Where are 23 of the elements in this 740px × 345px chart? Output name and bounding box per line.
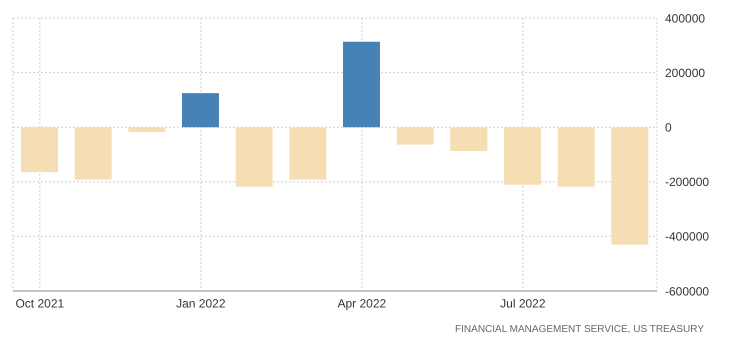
- x-tick-label: Oct 2021: [15, 296, 65, 311]
- bar: [611, 127, 648, 245]
- bar: [236, 127, 273, 187]
- bar: [558, 127, 595, 187]
- bar: [289, 127, 326, 180]
- x-tick-label: Jul 2022: [500, 296, 546, 311]
- bar: [128, 127, 166, 132]
- bar: [504, 127, 541, 185]
- y-tick-label: 400000: [665, 11, 706, 26]
- y-tick-label: 200000: [665, 66, 706, 80]
- y-tick-label: -400000: [665, 230, 710, 244]
- bar: [343, 42, 380, 128]
- bar: [450, 127, 488, 151]
- bar: [396, 127, 434, 145]
- y-tick-label: -200000: [665, 175, 710, 190]
- text: FINANCIAL MANAGEMENT SERVICE, US TREASURY: [455, 324, 704, 335]
- y-tick-label: -600000: [665, 284, 710, 298]
- bar: [182, 93, 219, 128]
- bar: [21, 127, 58, 172]
- x-tick-label: Apr 2022: [337, 296, 387, 311]
- y-tick-label: 0: [665, 120, 672, 134]
- bar: [74, 127, 112, 180]
- x-tick-label: Jan 2022: [176, 296, 226, 311]
